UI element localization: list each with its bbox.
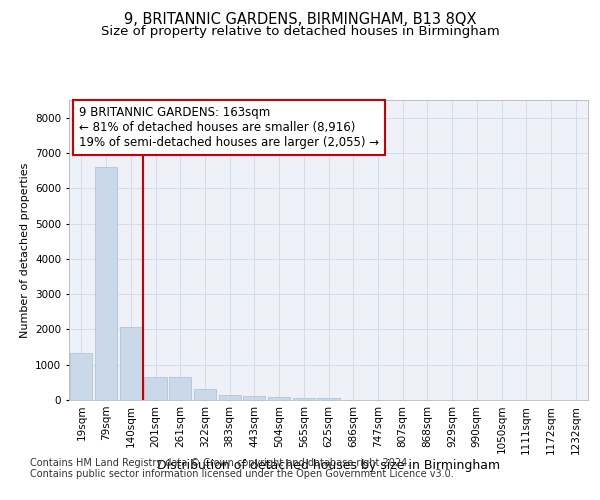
Bar — [268, 398, 290, 400]
Bar — [145, 377, 167, 400]
Bar — [169, 377, 191, 400]
Bar — [119, 326, 142, 400]
Text: Contains HM Land Registry data © Crown copyright and database right 2024.
Contai: Contains HM Land Registry data © Crown c… — [30, 458, 454, 479]
Bar — [293, 398, 315, 400]
X-axis label: Distribution of detached houses by size in Birmingham: Distribution of detached houses by size … — [157, 459, 500, 472]
Y-axis label: Number of detached properties: Number of detached properties — [20, 162, 29, 338]
Bar — [243, 396, 265, 400]
Bar — [70, 354, 92, 400]
Bar — [218, 394, 241, 400]
Text: Size of property relative to detached houses in Birmingham: Size of property relative to detached ho… — [101, 25, 499, 38]
Bar — [194, 390, 216, 400]
Text: 9 BRITANNIC GARDENS: 163sqm
← 81% of detached houses are smaller (8,916)
19% of : 9 BRITANNIC GARDENS: 163sqm ← 81% of det… — [79, 106, 380, 149]
Bar — [95, 167, 117, 400]
Text: 9, BRITANNIC GARDENS, BIRMINGHAM, B13 8QX: 9, BRITANNIC GARDENS, BIRMINGHAM, B13 8Q… — [124, 12, 476, 28]
Bar — [317, 398, 340, 400]
